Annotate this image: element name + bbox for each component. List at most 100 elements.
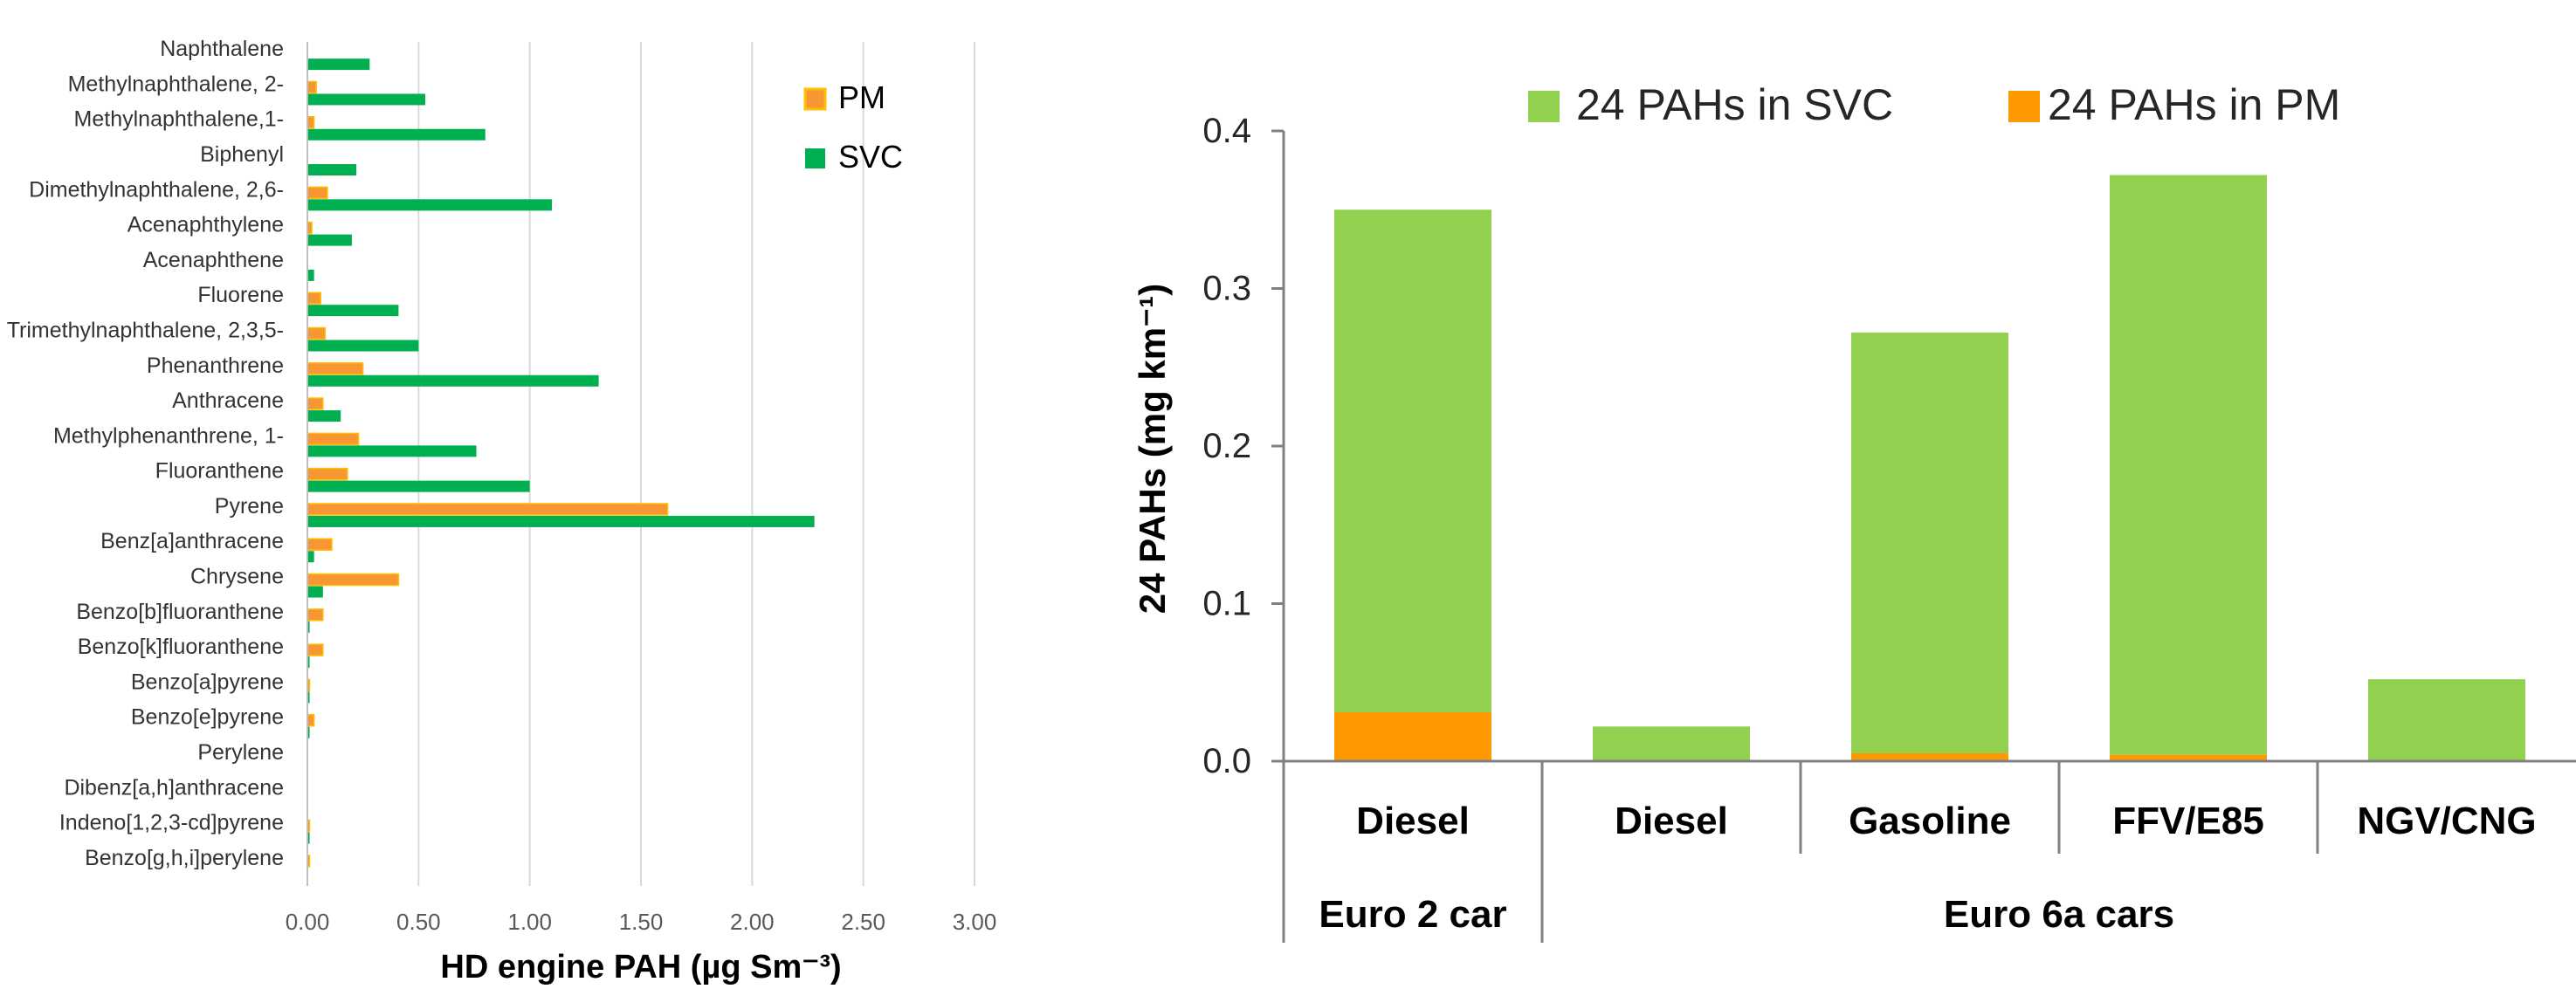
left-bar-pm-methylnaphthalene-1 [307, 115, 315, 129]
left-category-label: Benz[a]anthracene [100, 529, 284, 553]
right-category-labels: Diesel Diesel Gasoline FFV/E85 NGV/CNG [1356, 800, 2537, 842]
left-x-tick-labels: 0.00 0.50 1.00 1.50 2.00 2.50 3.00 [286, 909, 997, 935]
left-bar-pm-dimethylnaphthalene-2-6 [307, 186, 328, 200]
right-chart-24-pahs: 24 PAHs in SVC 24 PAHs in PM 24 PAHs (mg … [1132, 80, 2576, 943]
right-axes [1271, 129, 2576, 943]
left-bar-pm-methylphenanthrene-1 [307, 432, 360, 446]
right-bars [1334, 175, 2525, 761]
left-bar-svc-acenaphthene [307, 269, 314, 281]
left-bar-svc-methylnaphthalene-1 [307, 128, 486, 141]
left-bar-pm-benzo-b-fluoranthene [307, 608, 324, 622]
left-bar-svc-chrysene [307, 586, 323, 598]
left-bar-svc-benzo-e-pyrene [307, 726, 310, 738]
right-category-label: Gasoline [1849, 800, 2011, 842]
left-bar-svc-fluoranthene [307, 480, 530, 492]
left-bar-pm-fluoranthene [307, 467, 348, 481]
left-chart-hd-engine-pah: Naphthalene Methylnaphthalene, 2- Methylna… [7, 37, 997, 986]
left-bar-pm-trimethylnaphthalene-2-3-5 [307, 326, 327, 340]
left-category-label: Methylphenanthrene, 1- [53, 423, 284, 448]
right-legend: 24 PAHs in SVC 24 PAHs in PM [1528, 80, 2340, 129]
left-bar-pm-pyrene [307, 503, 669, 516]
left-x-axis-title: HD engine PAH (µg Sm⁻³) [440, 949, 841, 986]
left-category-label: Pyrene [215, 494, 284, 519]
left-x-tick-label: 2.00 [730, 909, 775, 935]
right-group-label-euro-6a-cars: Euro 6a cars [1944, 893, 2174, 936]
right-bar-svc-3-gasoline [1851, 333, 2008, 753]
left-category-label: Perylene [197, 740, 284, 765]
left-bar-svc-naphthalene [307, 58, 370, 71]
left-bar-svc-dimethylnaphthalene-2-6 [307, 199, 553, 211]
left-x-tick-label: 1.00 [507, 909, 552, 935]
left-category-label: Benzo[e]pyrene [131, 705, 284, 730]
right-group-label-euro-2-car: Euro 2 car [1319, 893, 1506, 936]
left-bar-svc-indeno-1-2-3-cd-pyrene [307, 832, 310, 844]
right-group-labels: Euro 2 car Euro 6a cars [1319, 893, 2174, 936]
left-x-tick-label: 2.50 [841, 909, 885, 935]
left-bars [307, 58, 815, 868]
left-category-label: Benzo[g,h,i]perylene [85, 846, 284, 870]
left-category-label: Naphthalene [160, 37, 284, 61]
right-y-tick-label: 0.2 [1202, 427, 1251, 465]
left-bar-svc-anthracene [307, 410, 341, 422]
legend-pm-label: PM [838, 79, 885, 115]
left-bar-svc-acenaphthylene [307, 234, 352, 246]
right-y-tick-label: 0.0 [1202, 742, 1251, 780]
right-bar-pm-3-gasoline [1851, 752, 2008, 761]
left-bar-svc-benz-a-anthracene [307, 551, 314, 563]
right-y-axis-title: 24 PAHs (mg km⁻¹) [1132, 284, 1173, 614]
right-category-label: FFV/E85 [2112, 800, 2264, 842]
left-bar-svc-fluorene [307, 305, 399, 317]
left-category-label: Indeno[1,2,3-cd]pyrene [59, 811, 284, 835]
left-bar-svc-phenanthrene [307, 374, 599, 387]
left-category-label: Fluoranthene [155, 459, 284, 484]
left-category-label: Benzo[a]pyrene [131, 670, 284, 694]
left-bar-pm-benzo-e-pyrene [307, 713, 315, 727]
right-y-tick-label: 0.3 [1202, 270, 1251, 308]
right-bar-svc-1-diesel [1334, 209, 1491, 713]
left-x-tick-label: 1.50 [619, 909, 664, 935]
left-bar-pm-fluorene [307, 292, 322, 305]
left-category-label: Methylnaphthalene, 2- [68, 72, 284, 96]
legend-svc-label: SVC [838, 139, 903, 175]
left-bar-pm-chrysene [307, 573, 400, 587]
left-category-label: Fluorene [197, 283, 284, 307]
right-y-tick-label: 0.4 [1202, 112, 1251, 150]
right-y-tick-labels: 0.0 0.1 0.2 0.3 0.4 [1202, 112, 1251, 780]
left-category-label: Anthracene [172, 388, 284, 413]
left-x-tick-label: 0.00 [286, 909, 330, 935]
legend-svc-swatch [805, 148, 825, 168]
left-bar-svc-benzo-a-pyrene [307, 691, 310, 704]
left-legend: PM SVC [803, 79, 903, 175]
right-bar-svc-2-diesel [1593, 726, 1750, 761]
left-bar-pm-phenanthrene [307, 362, 364, 375]
left-category-label: Benzo[k]fluoranthene [78, 635, 284, 659]
left-category-label: Biphenyl [200, 142, 284, 167]
left-category-label: Chrysene [190, 565, 284, 589]
left-bar-svc-trimethylnaphthalene-2-3-5 [307, 340, 419, 352]
left-category-label: Benzo[b]fluoranthene [76, 600, 284, 624]
right-category-label: NGV/CNG [2357, 800, 2536, 842]
left-bar-svc-methylnaphthalene-2 [307, 93, 425, 106]
left-bar-svc-benzo-b-fluoranthene [307, 621, 310, 633]
left-category-labels: Naphthalene Methylnaphthalene, 2- Methylna… [7, 37, 284, 870]
legend-pm-label: 24 PAHs in PM [2048, 80, 2340, 129]
legend-pm-swatch [803, 87, 827, 111]
right-bar-svc-4-ffv-e85 [2110, 175, 2267, 755]
left-category-label: Methylnaphthalene,1- [74, 107, 284, 132]
left-category-label: Dibenz[a,h]anthracene [64, 775, 284, 800]
left-category-label: Trimethylnaphthalene, 2,3,5- [7, 318, 284, 342]
legend-pm-swatch [2008, 91, 2040, 122]
left-bar-pm-benzo-k-fluoranthene [307, 643, 324, 656]
left-bar-svc-biphenyl [307, 164, 357, 176]
legend-svc-label: 24 PAHs in SVC [1576, 80, 1893, 129]
left-bar-pm-anthracene [307, 397, 324, 410]
left-gridlines [417, 42, 975, 886]
right-bar-pm-1-diesel [1334, 712, 1491, 761]
left-bar-svc-benzo-k-fluoranthene [307, 656, 310, 669]
left-bar-pm-methylnaphthalene-2 [307, 80, 317, 94]
right-category-label: Diesel [1615, 800, 1728, 842]
left-bar-pm-benz-a-anthracene [307, 538, 333, 551]
left-x-tick-label: 0.50 [396, 909, 441, 935]
left-category-label: Acenaphthene [143, 248, 284, 272]
